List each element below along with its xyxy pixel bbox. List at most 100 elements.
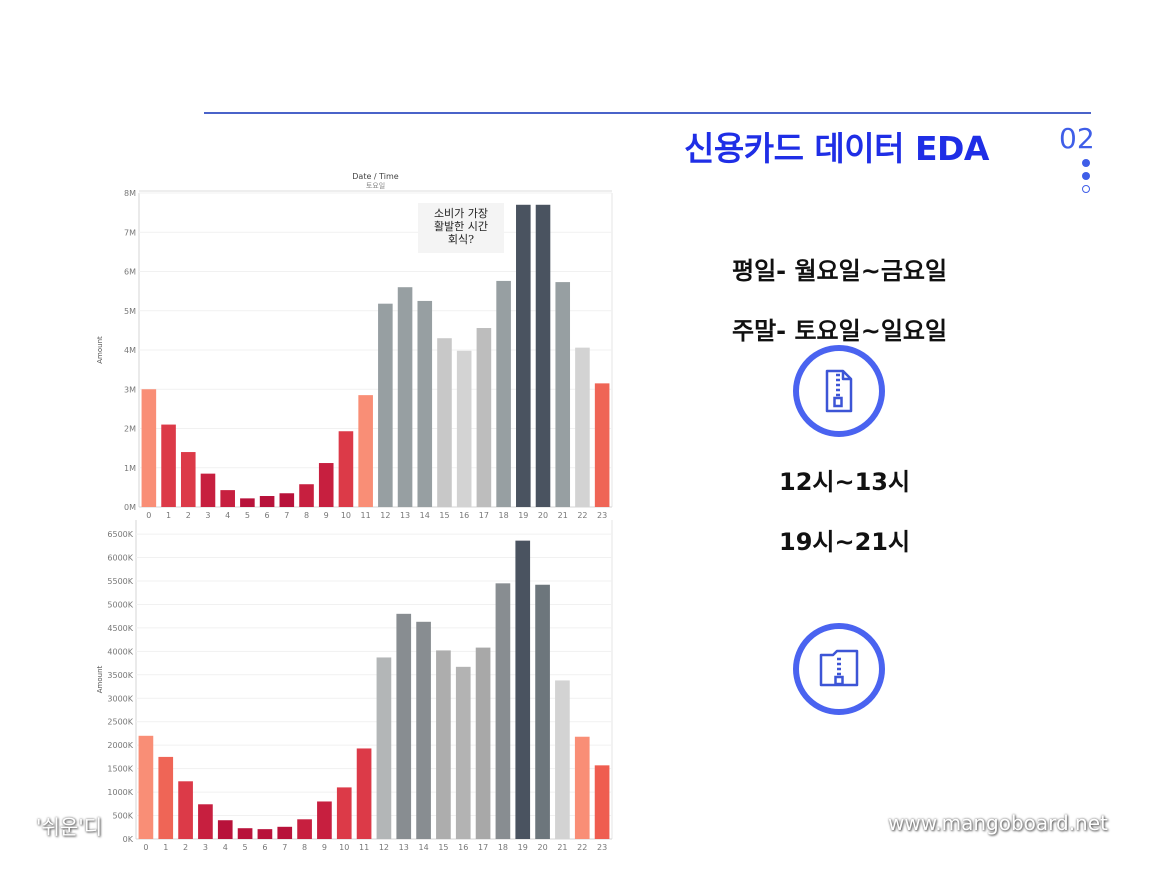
bar-hour-1	[158, 756, 174, 839]
bar-hour-21	[555, 680, 570, 839]
bar-hour-0	[138, 735, 154, 839]
page-number: 02	[1059, 122, 1095, 155]
bar-hour-5	[237, 828, 253, 839]
x-tick-label: 8	[302, 843, 307, 852]
bar-hour-15	[437, 338, 452, 507]
bar-hour-10	[336, 787, 352, 839]
bar-hour-23	[594, 383, 610, 507]
x-tick-label: 15	[438, 843, 448, 852]
x-tick-label: 19	[518, 511, 528, 520]
bar-hour-20	[535, 204, 551, 507]
x-tick-label: 8	[304, 511, 309, 520]
bar-hour-6	[257, 829, 273, 839]
x-tick-label: 18	[498, 843, 508, 852]
y-tick-label: 6000K	[107, 554, 133, 563]
y-tick-label: 1M	[124, 464, 136, 473]
bar-hour-17	[476, 328, 492, 507]
bar-hour-19	[515, 540, 531, 839]
x-tick-label: 5	[245, 511, 250, 520]
bar-hour-10	[338, 431, 354, 507]
x-tick-label: 11	[359, 843, 369, 852]
weekday-text: 평일- 월요일~금요일	[732, 257, 948, 285]
x-tick-label: 14	[420, 511, 430, 520]
x-tick-label: 21	[558, 511, 568, 520]
x-tick-label: 14	[418, 843, 428, 852]
y-tick-label: 5000K	[107, 600, 133, 609]
y-tick-label: 2M	[124, 425, 136, 434]
x-tick-label: 7	[284, 511, 289, 520]
y-axis-label: Amount	[96, 665, 104, 693]
bar-hour-12	[376, 657, 392, 839]
bar-hour-12	[378, 303, 393, 507]
bar-hour-8	[297, 819, 312, 839]
y-tick-label: 7M	[124, 228, 136, 237]
page-indicator	[1082, 159, 1092, 198]
zip-folder-icon	[819, 649, 859, 687]
bar-hour-16	[455, 666, 471, 839]
x-tick-label: 20	[538, 511, 548, 520]
bar-hour-0	[141, 389, 157, 507]
x-tick-label: 6	[262, 843, 267, 852]
x-tick-label: 4	[223, 843, 228, 852]
bar-hour-7	[277, 826, 293, 839]
x-tick-label: 18	[499, 511, 509, 520]
saturday-hourly-amount-chart: 0M 1M 2M 3M 4M 5M 6M 7M 8M 0 1 2 3 4 5 6 7 8 9 10 11 12 13 14 15…	[96, 168, 614, 520]
bar-hour-6	[259, 496, 275, 507]
chart-subtitle: 토요일	[366, 181, 385, 190]
x-tick-label: 3	[203, 843, 208, 852]
weekend-text: 주말- 토요일~일요일	[732, 317, 948, 345]
x-tick-label: 9	[324, 511, 329, 520]
x-tick-label: 7	[282, 843, 287, 852]
watermark-right: www.mangoboard.net	[888, 811, 1108, 835]
bar-hour-11	[356, 748, 372, 839]
note-line: 회식?	[447, 233, 475, 246]
x-tick-label: 1	[163, 843, 168, 852]
bar-hour-13	[397, 287, 413, 507]
bar-hour-20	[535, 584, 550, 839]
x-tick-label: 0	[146, 511, 151, 520]
page-dot-filled	[1082, 172, 1090, 180]
bar-hour-2	[178, 781, 193, 839]
bar-hour-22	[574, 736, 590, 839]
chart-title: Date / Time	[352, 172, 399, 181]
bar-hour-23	[594, 765, 610, 839]
top-divider-line	[204, 112, 1091, 114]
y-tick-label: 1000K	[107, 788, 133, 797]
slide-title: 신용카드 데이터 EDA	[684, 129, 989, 168]
bar-hour-9	[317, 801, 332, 839]
y-tick-label: 5M	[124, 307, 136, 316]
y-tick-label: 1500K	[107, 765, 133, 774]
hourly-amount-chart-2: 0K 500K 1000K 1500K 2000K 2500K 3000K 3500K 4000…	[96, 520, 614, 854]
bar-hour-18	[495, 583, 511, 839]
x-tick-label: 10	[341, 511, 351, 520]
x-tick-label: 12	[380, 511, 390, 520]
y-tick-label: 0M	[124, 503, 136, 512]
bar-hour-14	[417, 300, 433, 507]
y-tick-label: 4M	[124, 346, 136, 355]
bar-hour-15	[436, 650, 451, 839]
x-tick-label: 0	[143, 843, 148, 852]
y-tick-label: 3500K	[107, 671, 133, 680]
x-tick-label: 10	[339, 843, 349, 852]
x-tick-label: 20	[537, 843, 547, 852]
x-tick-label: 17	[478, 843, 488, 852]
watermark-left: '쉬운'디	[36, 815, 103, 839]
x-tick-label: 23	[597, 511, 607, 520]
x-tick-label: 2	[183, 843, 188, 852]
page-dot-filled	[1082, 159, 1090, 167]
x-tick-label: 5	[243, 843, 248, 852]
x-tick-label: 23	[597, 843, 607, 852]
bar-hour-19	[516, 204, 531, 507]
zip-file-icon	[825, 369, 853, 413]
y-tick-label: 4000K	[107, 647, 133, 656]
y-axis-label: Amount	[96, 336, 104, 364]
bar-hour-5	[240, 498, 255, 507]
bar-hour-4	[220, 490, 235, 507]
x-tick-label: 19	[518, 843, 528, 852]
y-tick-label: 3M	[124, 385, 136, 394]
x-tick-label: 9	[322, 843, 327, 852]
x-tick-label: 4	[225, 511, 230, 520]
y-tick-label: 6500K	[107, 530, 133, 539]
bar-hour-4	[217, 820, 233, 839]
